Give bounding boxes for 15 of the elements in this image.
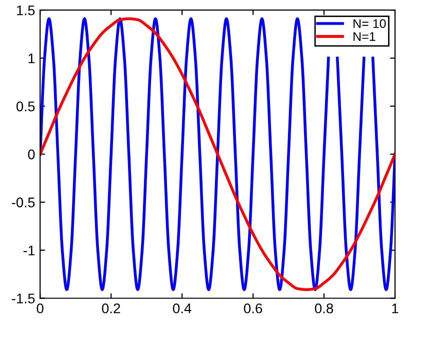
y-tick-label: 0.5 [16, 101, 35, 112]
legend-label: N=1 [354, 32, 376, 41]
y-tick-label: 0 [28, 150, 35, 160]
y-tick-label: 1 [28, 54, 35, 64]
x-tick-label: 0.6 [244, 303, 262, 314]
x-tick-label: 0 [36, 303, 44, 314]
y-tick-label: -1.5 [12, 294, 35, 304]
y-tick-label: -0.5 [12, 198, 35, 208]
legend-label: N= 10 [354, 19, 386, 28]
x-tick-label: 0.8 [314, 303, 334, 314]
y-tick-label: -1 [24, 246, 35, 256]
y-tick-label: 1.5 [17, 6, 35, 16]
x-tick-label: 0.2 [102, 303, 120, 314]
x-tick-label: 0.4 [172, 303, 192, 314]
x-tick-label: 1 [392, 304, 398, 314]
